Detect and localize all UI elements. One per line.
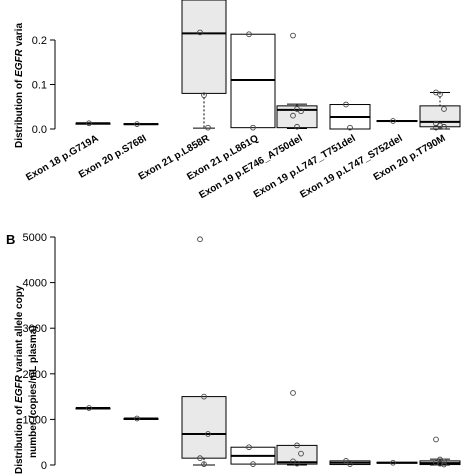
y-tick-label: 5000 <box>23 232 47 244</box>
data-point <box>250 124 256 131</box>
data-point <box>205 124 211 131</box>
y-tick-label: 0 <box>41 460 47 472</box>
data-point <box>197 455 203 462</box>
box-1 <box>75 120 111 127</box>
box-5 <box>276 390 318 467</box>
data-point <box>298 108 304 115</box>
data-point <box>441 106 447 112</box>
box-6 <box>329 458 371 467</box>
data-point <box>347 461 353 467</box>
data-point <box>343 101 349 108</box>
box-iqr <box>276 444 318 465</box>
y-tick-label: 2000 <box>23 369 47 381</box>
box-iqr <box>181 0 227 94</box>
data-point <box>250 461 256 467</box>
box-3 <box>181 236 227 467</box>
panel-b: B Distribution of EGFR variant allele co… <box>6 232 461 474</box>
data-point <box>201 92 207 99</box>
panel-a-y-axis-label: Distribution of EGFR varia <box>14 23 25 148</box>
data-point <box>441 461 447 468</box>
box-5 <box>276 32 318 130</box>
panel-a: Distribution of EGFR varia 0.0 0.1 0.2 Exo… <box>14 0 461 202</box>
box-2 <box>123 415 159 422</box>
box-iqr <box>276 105 318 129</box>
data-point <box>347 124 353 131</box>
box-iqr <box>181 396 227 459</box>
box-2 <box>123 121 159 127</box>
data-point <box>290 32 296 39</box>
panel-b-y-axis-label-line2: number (copies/mL plasma) <box>28 325 39 458</box>
box-4 <box>230 31 276 131</box>
panel-b-y-axis-label: Distribution of EGFR variant allele copy <box>14 285 25 474</box>
data-point <box>201 393 207 400</box>
data-point <box>433 436 439 443</box>
box-3 <box>181 0 227 131</box>
data-point <box>86 120 92 127</box>
y-tick-label: 1000 <box>23 414 47 426</box>
data-point <box>134 415 140 422</box>
y-tick-label: 4000 <box>23 278 47 290</box>
panel-a-axes: 0.0 0.1 0.2 <box>32 35 56 136</box>
y-tick-label: 0.2 <box>32 35 47 47</box>
panel-b-boxes <box>75 236 461 468</box>
y-tick-label: 0.1 <box>32 80 47 92</box>
data-point <box>433 124 439 131</box>
box-7 <box>376 118 418 124</box>
data-point <box>86 405 92 411</box>
data-point <box>441 123 447 130</box>
box-7 <box>376 459 418 466</box>
box-iqr <box>419 105 461 128</box>
data-point <box>437 91 443 98</box>
data-point <box>246 31 252 38</box>
data-point <box>343 458 349 464</box>
panel-a-boxes <box>75 0 461 131</box>
box-4 <box>230 444 276 467</box>
data-point <box>205 431 211 437</box>
data-point <box>298 450 304 457</box>
data-point <box>197 236 203 243</box>
data-point <box>433 459 439 466</box>
data-point <box>390 118 396 124</box>
data-point <box>201 461 207 467</box>
data-point <box>294 460 300 467</box>
data-point <box>390 459 396 466</box>
box-1 <box>75 405 111 411</box>
y-tick-label: 3000 <box>23 323 47 335</box>
panel-b-tag: B <box>6 232 15 247</box>
box-8 <box>419 436 461 468</box>
data-point <box>197 29 203 36</box>
y-tick-label: 0.0 <box>32 124 47 136</box>
box-6 <box>329 101 371 131</box>
category-label: Exon 20 p.T790M <box>372 133 448 183</box>
data-point <box>437 460 443 467</box>
data-point <box>290 112 296 119</box>
data-point <box>134 121 140 127</box>
data-point <box>290 390 296 396</box>
data-point <box>294 442 300 449</box>
data-point <box>246 444 252 451</box>
box-8 <box>419 89 461 131</box>
panel-b-axes: 0 1000 2000 3000 4000 5000 <box>23 232 56 472</box>
data-point <box>294 123 300 130</box>
